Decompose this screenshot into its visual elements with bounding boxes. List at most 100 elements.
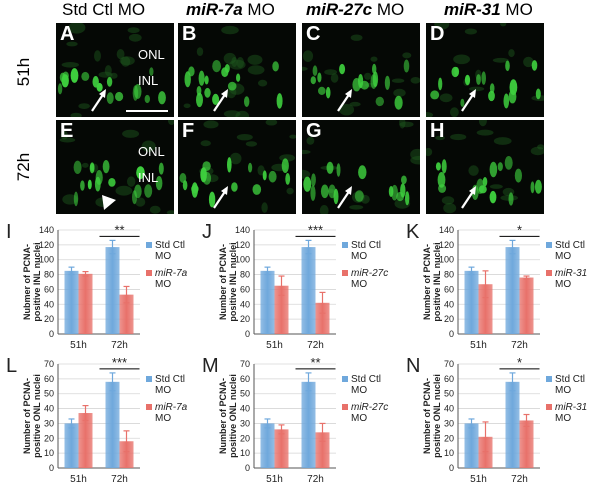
background-haze bbox=[229, 59, 246, 70]
pcna-nucleus bbox=[70, 68, 79, 83]
bar bbox=[519, 277, 534, 334]
legend-swatch bbox=[342, 242, 348, 248]
pcna-nucleus bbox=[155, 176, 163, 191]
arrow-head-icon bbox=[345, 89, 352, 98]
background-haze bbox=[393, 88, 406, 97]
bar bbox=[260, 270, 275, 334]
y-tick-label: 80 bbox=[444, 270, 454, 280]
background-haze bbox=[364, 72, 372, 80]
pcna-nucleus bbox=[191, 182, 198, 198]
y-tick-label: 100 bbox=[439, 255, 454, 265]
pcna-nucleus bbox=[262, 170, 267, 181]
pcna-nucleus bbox=[303, 176, 312, 192]
y-tick-label: 60 bbox=[240, 374, 250, 384]
y-axis-label-line: Number of PCNA- bbox=[422, 378, 432, 454]
panel-letter: I bbox=[6, 221, 12, 243]
legend-label: miR-31 bbox=[555, 402, 587, 413]
bar bbox=[119, 294, 134, 334]
micrograph-image bbox=[426, 120, 544, 214]
x-tick-label: 51h bbox=[470, 474, 487, 485]
y-tick-label: 20 bbox=[444, 433, 454, 443]
background-haze bbox=[410, 148, 420, 161]
pcna-nucleus bbox=[504, 156, 513, 170]
legend-label: Std Ctl bbox=[351, 374, 381, 385]
y-axis-label: Number of PCNA-positive ONL nuclei bbox=[22, 374, 42, 458]
background-haze bbox=[236, 134, 253, 141]
y-axis-label-line: positive ONL nuclei bbox=[432, 374, 442, 458]
y-tick-label: 120 bbox=[39, 240, 54, 250]
background-haze bbox=[302, 50, 314, 62]
significance-marker: * bbox=[517, 222, 522, 237]
x-tick-label: 72h bbox=[307, 474, 324, 485]
legend-label: MO bbox=[351, 413, 367, 424]
background-haze bbox=[500, 23, 507, 27]
background-haze bbox=[434, 23, 450, 30]
arrow-head-icon bbox=[221, 89, 228, 98]
pcna-nucleus bbox=[505, 60, 510, 72]
bar bbox=[478, 436, 493, 468]
pcna-nucleus bbox=[96, 82, 103, 92]
bar bbox=[78, 413, 93, 468]
y-tick-label: 30 bbox=[240, 418, 250, 428]
legend-swatch bbox=[546, 376, 552, 382]
y-tick-label: 20 bbox=[240, 433, 250, 443]
panel-letter: D bbox=[430, 23, 445, 45]
background-haze bbox=[426, 147, 433, 157]
background-haze bbox=[324, 69, 337, 75]
bar bbox=[505, 381, 520, 468]
background-haze bbox=[339, 104, 355, 116]
significance-marker: ** bbox=[114, 222, 124, 237]
panel-letter: E bbox=[60, 120, 74, 142]
pcna-nucleus bbox=[476, 178, 485, 194]
background-haze bbox=[127, 176, 136, 187]
background-haze bbox=[141, 140, 156, 152]
pcna-nucleus bbox=[481, 71, 486, 85]
y-tick-label: 50 bbox=[44, 389, 54, 399]
legend-swatch bbox=[342, 376, 348, 382]
y-axis-label-line: Nubmer of PCNA- bbox=[22, 244, 32, 320]
legend-label: MO bbox=[555, 385, 571, 396]
col-title-mir7a: miR-7a MO bbox=[186, 0, 275, 20]
layer-label-inl: INL bbox=[138, 73, 159, 88]
y-tick-label: 0 bbox=[245, 329, 250, 339]
micrograph-image bbox=[59, 120, 174, 214]
bar bbox=[505, 247, 520, 334]
background-haze bbox=[391, 78, 405, 83]
pcna-nucleus bbox=[310, 76, 316, 85]
y-axis-label-line: Number of PCNA- bbox=[22, 378, 32, 454]
background-haze bbox=[59, 137, 76, 143]
legend-label: MO bbox=[155, 279, 171, 290]
pcna-nucleus bbox=[437, 172, 446, 188]
layer-label-inl: INL bbox=[138, 170, 159, 185]
micrograph-image bbox=[302, 120, 420, 214]
pcna-nucleus bbox=[134, 184, 142, 199]
background-haze bbox=[478, 120, 487, 127]
y-tick-label: 60 bbox=[444, 284, 454, 294]
background-haze bbox=[302, 66, 308, 71]
y-tick-label: 30 bbox=[44, 418, 54, 428]
pcna-nucleus bbox=[435, 162, 441, 171]
y-tick-label: 10 bbox=[240, 448, 250, 458]
legend-label: Std Ctl bbox=[155, 374, 185, 385]
pcna-nucleus bbox=[285, 173, 291, 185]
background-haze bbox=[410, 77, 420, 84]
x-tick-label: 72h bbox=[307, 340, 324, 351]
y-tick-label: 60 bbox=[240, 284, 250, 294]
background-haze bbox=[135, 197, 146, 207]
y-tick-label: 40 bbox=[444, 299, 454, 309]
y-tick-label: 20 bbox=[44, 433, 54, 443]
legend-swatch bbox=[546, 270, 552, 276]
y-tick-label: 120 bbox=[235, 240, 250, 250]
background-haze bbox=[127, 27, 140, 34]
pcna-nucleus bbox=[438, 77, 443, 91]
panel-letter: G bbox=[306, 120, 322, 142]
legend-label: MO bbox=[351, 251, 367, 262]
background-haze bbox=[441, 196, 455, 205]
y-tick-label: 50 bbox=[444, 389, 454, 399]
micrograph-E: E ONL INL bbox=[56, 120, 174, 214]
bar bbox=[478, 284, 493, 334]
pcna-nucleus bbox=[73, 191, 79, 207]
